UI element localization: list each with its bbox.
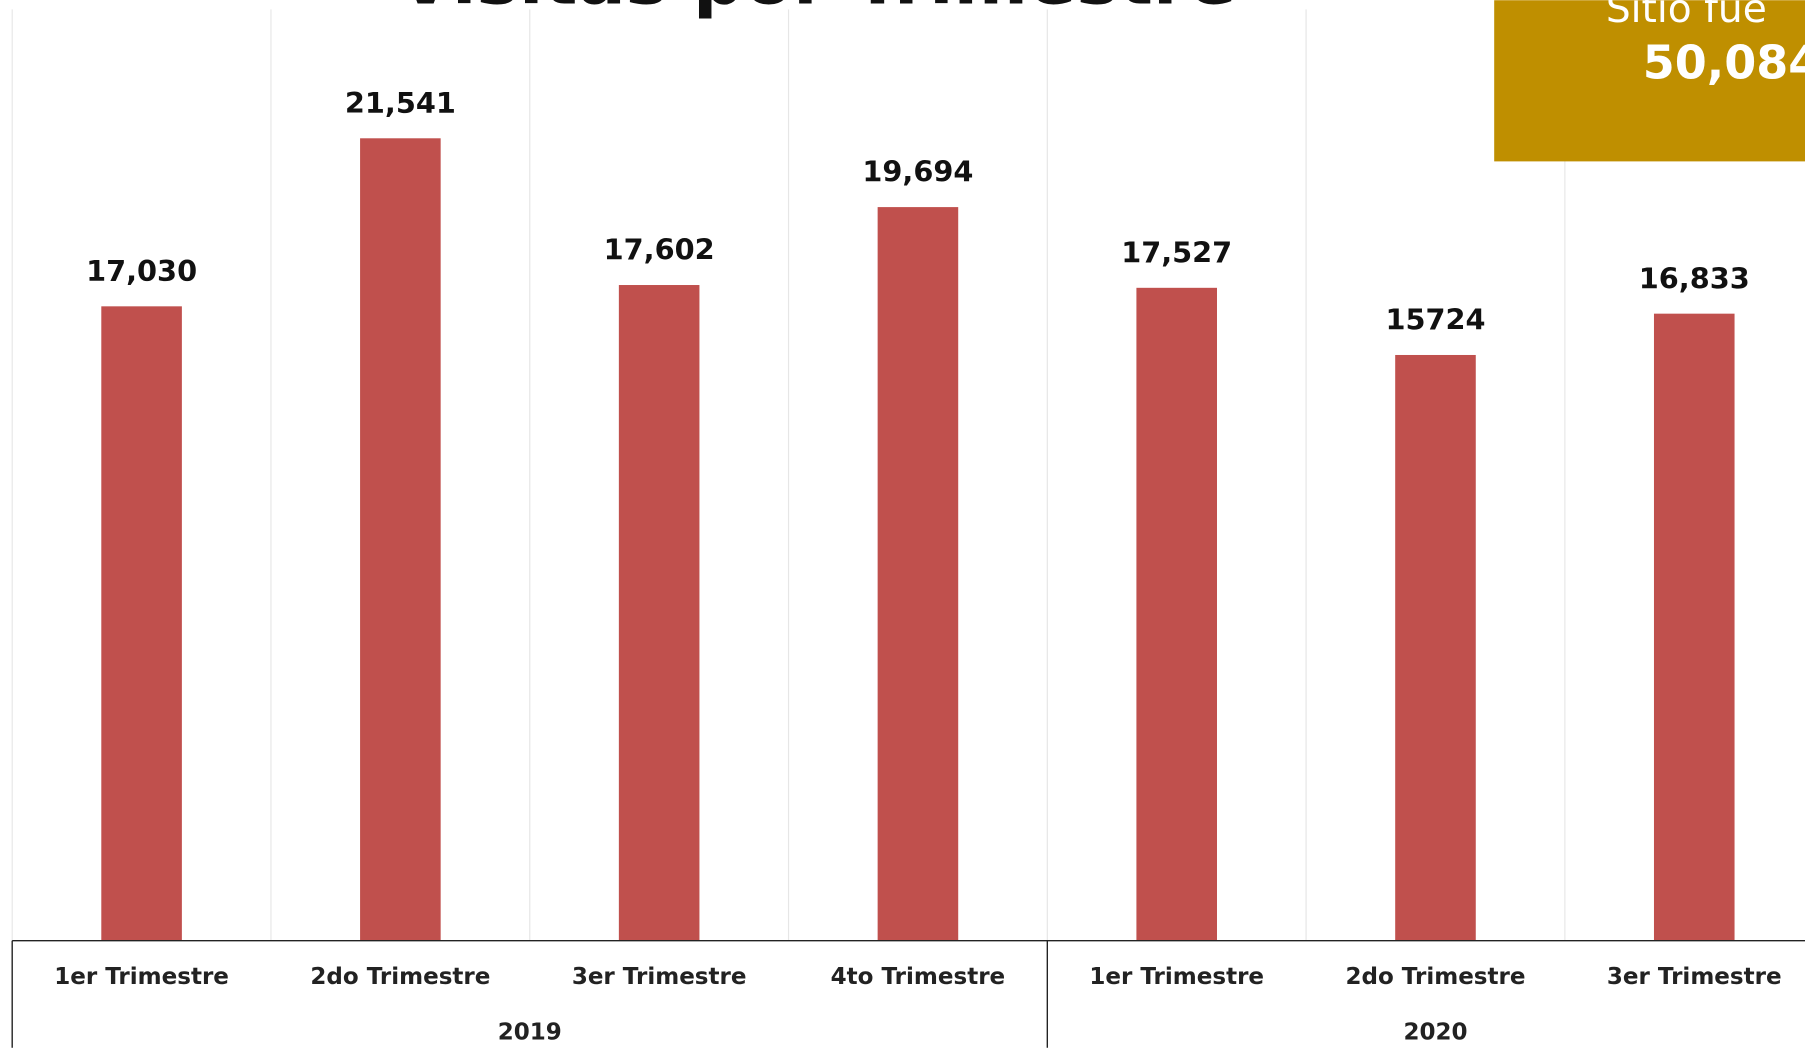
x-tick-label: 2do Trimestre — [310, 964, 490, 990]
x-tick-label: 1er Trimestre — [1089, 964, 1264, 990]
bar — [1653, 313, 1735, 941]
data-label: 17,030 — [86, 254, 197, 288]
x-tick-label: 1er Trimestre — [54, 964, 229, 990]
data-label: 15724 — [1385, 303, 1485, 337]
data-label: 17,602 — [604, 233, 715, 267]
x-tick-label: 2do Trimestre — [1345, 964, 1525, 990]
group-label: 2019 — [498, 1019, 562, 1045]
group-label: 2020 — [1403, 1019, 1467, 1045]
data-label: 17,527 — [1121, 235, 1232, 269]
callout-box — [1494, 0, 1805, 162]
data-label: 21,541 — [345, 86, 456, 120]
callout-value: 50,084 — [1643, 35, 1805, 89]
bar — [1395, 354, 1476, 941]
x-tick-label: 4to Trimestre — [831, 964, 1006, 990]
x-tick-label: 3er Trimestre — [572, 964, 747, 990]
bar — [1136, 287, 1217, 941]
x-tick-label: 3er Trimestre — [1607, 964, 1782, 990]
bar — [618, 285, 700, 941]
bar — [360, 138, 441, 941]
bar — [877, 207, 959, 941]
callout-text: Sitio fue — [1606, 0, 1767, 32]
bar — [101, 306, 182, 941]
chart-title: Visitas por Trimestre — [398, 0, 1237, 21]
data-label: 16,833 — [1639, 261, 1750, 295]
data-label: 19,694 — [862, 155, 973, 189]
